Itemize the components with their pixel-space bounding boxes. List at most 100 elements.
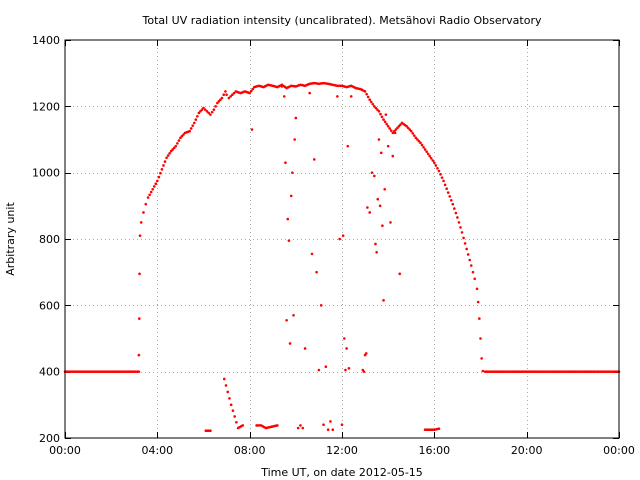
data-point xyxy=(196,114,199,118)
data-point xyxy=(199,110,202,113)
data-point xyxy=(203,108,207,111)
data-point xyxy=(377,138,381,141)
data-point xyxy=(376,197,380,201)
data-point xyxy=(216,101,219,105)
data-point xyxy=(379,112,382,116)
data-point xyxy=(376,108,379,111)
data-point xyxy=(349,95,353,98)
data-point xyxy=(405,124,408,128)
data-point xyxy=(457,221,461,224)
data-point xyxy=(317,368,321,372)
data-point xyxy=(431,159,435,162)
data-point xyxy=(313,158,316,161)
y-tick-label: 1400 xyxy=(32,34,60,47)
data-point xyxy=(425,150,428,153)
data-point xyxy=(231,409,235,412)
data-point xyxy=(417,139,421,143)
data-point xyxy=(384,113,388,116)
data-point xyxy=(276,424,279,427)
data-point xyxy=(217,100,221,103)
data-point xyxy=(377,110,381,113)
data-point xyxy=(200,108,204,111)
data-point xyxy=(189,127,193,130)
data-point xyxy=(378,204,382,208)
data-point xyxy=(289,194,293,198)
data-point xyxy=(286,217,290,221)
data-point xyxy=(284,161,287,165)
data-point xyxy=(248,91,251,95)
data-point xyxy=(152,185,156,188)
data-point xyxy=(310,252,314,256)
data-point xyxy=(434,164,438,167)
data-point xyxy=(154,182,158,186)
data-point xyxy=(370,171,374,174)
data-point xyxy=(280,85,284,88)
data-point xyxy=(420,143,424,147)
data-point xyxy=(138,317,141,320)
data-point xyxy=(473,277,477,281)
data-point xyxy=(249,89,253,93)
data-point xyxy=(453,207,456,210)
data-point xyxy=(423,148,427,151)
data-point xyxy=(250,128,254,131)
data-point xyxy=(373,105,376,108)
data-point xyxy=(463,242,467,245)
data-point xyxy=(449,199,453,202)
data-point xyxy=(429,156,433,160)
data-point xyxy=(460,231,464,234)
data-point xyxy=(226,390,230,394)
data-point xyxy=(146,196,150,199)
x-tick-label: 16:00 xyxy=(418,444,450,457)
data-point xyxy=(205,110,209,113)
data-point xyxy=(422,145,425,149)
data-point xyxy=(343,337,346,340)
data-point xyxy=(468,258,472,262)
data-point xyxy=(383,120,387,124)
data-point xyxy=(391,131,395,135)
data-point xyxy=(368,98,372,101)
data-point xyxy=(426,152,430,156)
data-point xyxy=(379,151,383,155)
data-point xyxy=(475,287,479,291)
y-tick-label: 600 xyxy=(39,299,60,312)
data-point xyxy=(338,237,341,241)
data-point xyxy=(188,129,191,133)
data-point xyxy=(365,92,368,96)
data-point xyxy=(138,234,142,237)
data-point xyxy=(308,91,311,95)
data-point xyxy=(374,106,378,110)
data-point xyxy=(294,116,298,120)
data-point xyxy=(180,134,184,138)
data-point xyxy=(156,179,159,183)
data-point xyxy=(462,236,465,240)
data-point xyxy=(166,154,170,157)
data-point xyxy=(174,144,178,148)
data-point xyxy=(437,427,441,431)
data-point xyxy=(142,211,145,214)
data-point xyxy=(151,187,155,191)
data-point xyxy=(227,96,231,100)
data-point xyxy=(251,87,255,91)
data-point xyxy=(179,136,182,140)
data-point xyxy=(301,426,305,430)
data-point xyxy=(326,428,330,432)
data-point xyxy=(315,270,318,274)
data-point xyxy=(340,423,344,427)
data-point xyxy=(388,127,392,130)
data-point xyxy=(303,347,307,350)
data-point xyxy=(232,91,236,95)
data-point xyxy=(346,144,350,148)
data-point xyxy=(299,424,302,427)
data-point xyxy=(436,166,439,170)
data-point xyxy=(368,211,372,214)
data-point xyxy=(413,134,416,137)
data-point xyxy=(344,368,347,372)
data-point xyxy=(292,313,295,317)
data-point xyxy=(481,369,485,373)
data-point xyxy=(160,168,164,171)
data-point xyxy=(220,96,224,100)
data-point xyxy=(380,115,384,119)
y-tick-label: 800 xyxy=(39,233,60,246)
